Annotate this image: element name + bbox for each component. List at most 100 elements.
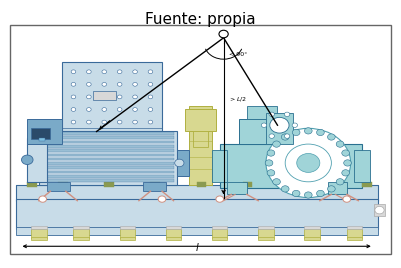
Circle shape (282, 186, 289, 192)
Circle shape (342, 150, 350, 156)
Bar (212, 237, 227, 240)
Circle shape (375, 206, 384, 214)
Bar (119, 237, 135, 240)
Circle shape (39, 196, 47, 202)
Circle shape (269, 112, 274, 117)
Circle shape (304, 128, 312, 134)
Circle shape (87, 83, 91, 86)
Bar (374, 204, 385, 216)
Bar (43, 132, 174, 135)
Circle shape (285, 144, 331, 182)
Circle shape (71, 107, 76, 111)
Circle shape (292, 129, 300, 136)
Bar (27, 138, 47, 182)
Bar (27, 182, 37, 187)
Bar (362, 182, 372, 187)
Bar (347, 226, 362, 229)
Bar (354, 150, 370, 182)
Bar (212, 150, 227, 182)
Bar (62, 62, 162, 132)
Bar (27, 119, 62, 144)
Bar (39, 132, 177, 185)
Circle shape (328, 186, 335, 192)
Bar (119, 226, 135, 229)
Circle shape (269, 134, 274, 138)
Bar (58, 182, 68, 187)
Bar (43, 149, 174, 152)
Circle shape (158, 196, 166, 202)
Circle shape (87, 70, 91, 74)
Bar (258, 226, 273, 229)
Text: l: l (195, 243, 198, 253)
Circle shape (273, 179, 280, 185)
Bar (166, 237, 181, 240)
Bar (247, 106, 277, 119)
Circle shape (148, 70, 153, 74)
Bar (177, 150, 189, 176)
Bar (243, 182, 253, 187)
Bar (347, 237, 362, 240)
Bar (39, 138, 45, 141)
Bar (258, 237, 273, 240)
Bar (16, 228, 378, 235)
Bar (328, 182, 347, 194)
Bar (196, 182, 206, 187)
Circle shape (117, 107, 122, 111)
Bar (31, 226, 47, 229)
Circle shape (148, 107, 153, 111)
Bar (43, 136, 174, 139)
Bar (16, 199, 378, 229)
Circle shape (270, 117, 289, 133)
Bar (43, 171, 174, 173)
Circle shape (265, 160, 273, 166)
Text: Fuente: propia: Fuente: propia (145, 12, 256, 27)
Circle shape (148, 83, 153, 86)
Circle shape (342, 170, 350, 176)
Bar (43, 154, 174, 156)
Text: > $\it{L}$/2: > $\it{L}$/2 (229, 95, 247, 103)
Circle shape (87, 95, 91, 99)
Circle shape (316, 190, 324, 197)
Bar (47, 182, 70, 191)
Circle shape (117, 120, 122, 124)
Circle shape (102, 107, 107, 111)
Bar (16, 185, 378, 201)
Circle shape (117, 70, 122, 74)
Circle shape (175, 159, 184, 167)
Bar (193, 132, 208, 147)
Bar (43, 175, 174, 177)
Bar (185, 110, 216, 132)
Bar (304, 226, 320, 229)
Bar (43, 162, 174, 165)
Bar (189, 106, 212, 185)
Bar (31, 237, 47, 240)
Circle shape (71, 83, 76, 86)
Bar (166, 226, 181, 229)
Bar (220, 144, 362, 188)
Bar (304, 237, 320, 240)
Circle shape (282, 134, 289, 140)
Circle shape (267, 170, 275, 176)
Circle shape (133, 70, 138, 74)
Circle shape (133, 95, 138, 99)
Circle shape (297, 154, 320, 172)
Circle shape (267, 150, 275, 156)
Bar (43, 166, 174, 169)
Circle shape (102, 70, 107, 74)
Bar (31, 229, 47, 239)
Bar (73, 226, 89, 229)
Bar (212, 229, 227, 239)
Circle shape (284, 134, 290, 138)
Circle shape (71, 70, 76, 74)
Circle shape (87, 120, 91, 124)
Circle shape (292, 190, 300, 197)
Circle shape (219, 30, 228, 38)
Circle shape (102, 83, 107, 86)
Bar (150, 182, 160, 187)
Bar (31, 128, 51, 139)
Circle shape (102, 95, 107, 99)
Bar (347, 229, 362, 239)
Bar (212, 226, 227, 229)
Bar (43, 179, 174, 182)
Circle shape (292, 123, 298, 127)
